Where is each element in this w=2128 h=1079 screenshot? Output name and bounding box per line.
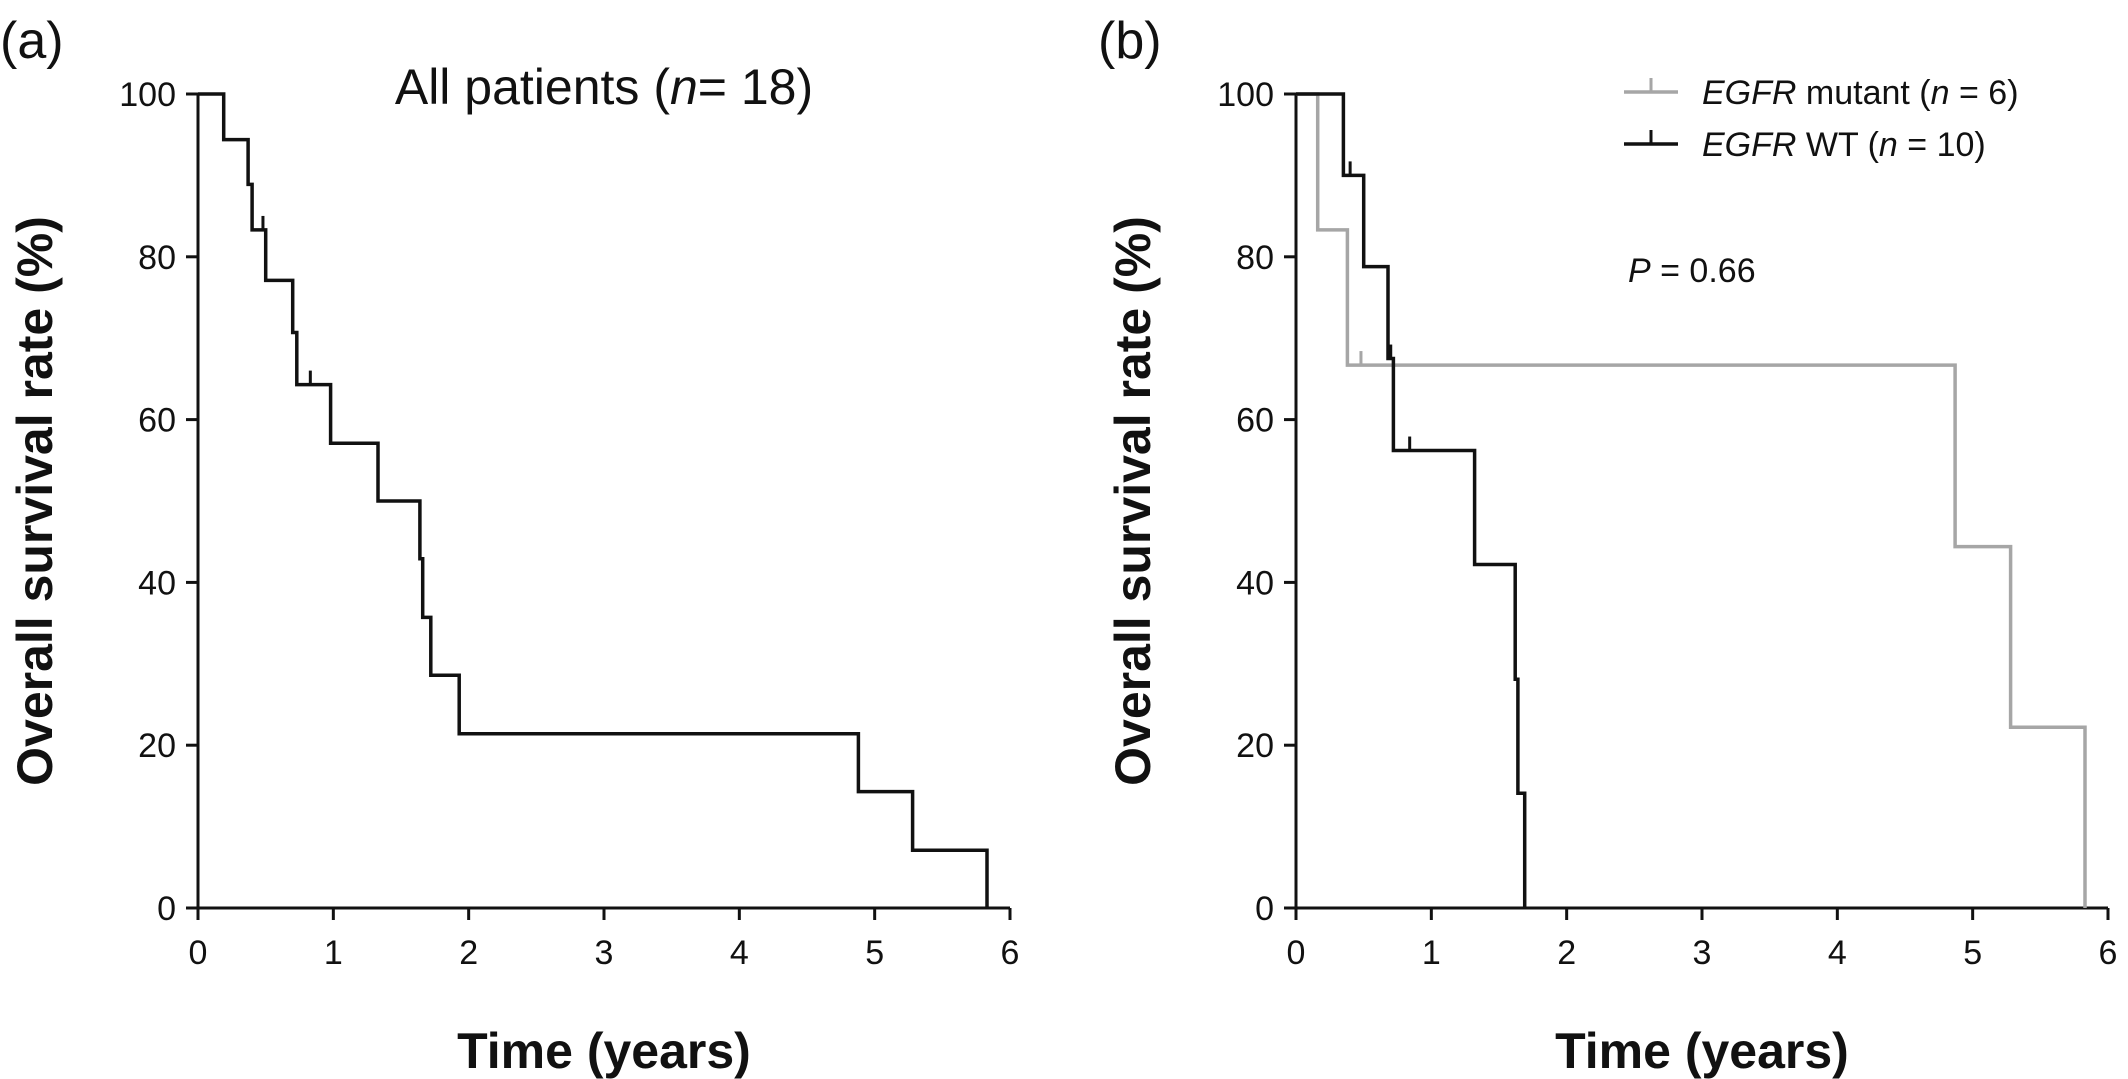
y-tick-label: 0 (157, 890, 176, 928)
panel-label: (b) (1098, 12, 1162, 70)
x-tick-label: 4 (1828, 934, 1847, 972)
y-tick-label: 60 (138, 402, 176, 440)
x-tick-label: 3 (595, 934, 614, 972)
x-tick-label: 1 (324, 934, 343, 972)
y-tick-label: 40 (1236, 564, 1274, 602)
y-tick-label: 100 (1217, 76, 1274, 114)
survival-curve (1296, 92, 2087, 908)
x-tick-label: 4 (730, 934, 749, 972)
survival-curve (198, 92, 989, 908)
x-tick-label: 1 (1422, 934, 1441, 972)
x-tick-label: 0 (1287, 934, 1306, 972)
y-tick-label: 80 (1236, 239, 1274, 277)
legend-label: EGFR WT (n = 10) (1702, 126, 1986, 164)
y-tick-label: 20 (1236, 727, 1274, 765)
x-tick-label: 0 (189, 934, 208, 972)
legend-label: EGFR mutant (n = 6) (1702, 74, 2019, 112)
y-tick-label: 100 (119, 76, 176, 114)
y-axis-label: Overall survival rate (%) (1105, 216, 1161, 786)
x-tick-label: 6 (2099, 934, 2118, 972)
y-tick-label: 20 (138, 727, 176, 765)
x-axis-label: Time (years) (457, 1023, 751, 1079)
y-tick-label: 40 (138, 564, 176, 602)
x-tick-label: 2 (459, 934, 478, 972)
y-tick-label: 80 (138, 239, 176, 277)
y-tick-label: 0 (1255, 890, 1274, 928)
x-tick-label: 3 (1693, 934, 1712, 972)
survival-curve (1296, 92, 1527, 908)
x-axis-label: Time (years) (1555, 1023, 1849, 1079)
p-value-annotation: P = 0.66 (1628, 252, 1756, 290)
y-axis-label: Overall survival rate (%) (7, 216, 63, 786)
x-tick-label: 5 (865, 934, 884, 972)
x-tick-label: 6 (1001, 934, 1020, 972)
y-tick-label: 60 (1236, 402, 1274, 440)
x-tick-label: 2 (1557, 934, 1576, 972)
chart-title: All patients (n= 18) (395, 59, 813, 115)
legend: EGFR mutant (n = 6) EGFR WT (n = 10) (1624, 74, 2019, 164)
x-tick-label: 5 (1963, 934, 1982, 972)
panel-label: (a) (0, 12, 64, 70)
